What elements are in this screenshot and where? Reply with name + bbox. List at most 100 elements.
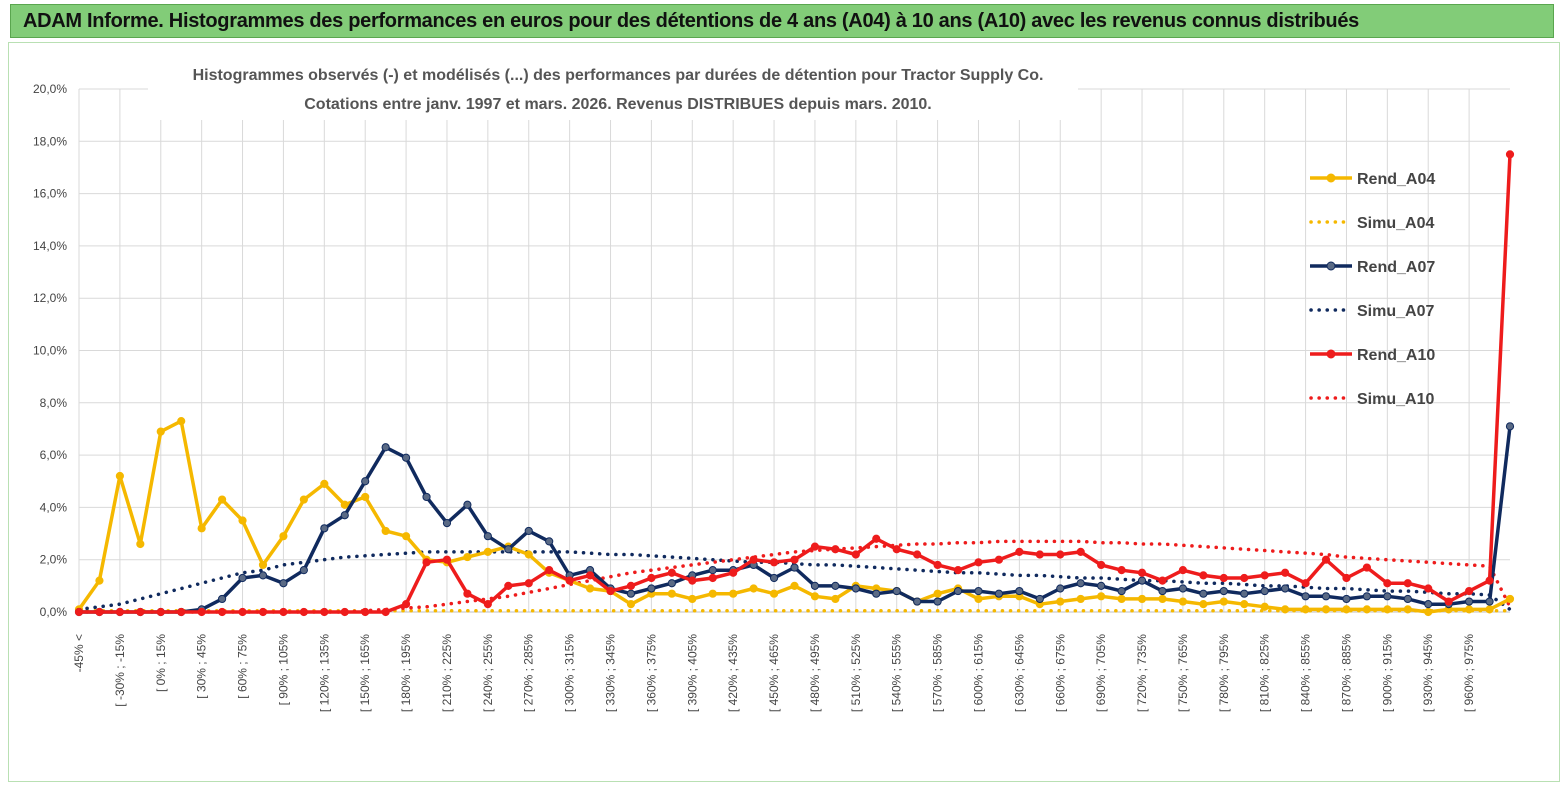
y-tick-label: 14,0% xyxy=(33,239,67,253)
data-point-rend_a04 xyxy=(238,516,247,525)
data-point-rend_a07 xyxy=(1485,597,1494,606)
data-point-rend_a10 xyxy=(197,607,206,617)
legend-marker xyxy=(1326,261,1336,271)
data-point-rend_a04 xyxy=(361,492,370,502)
data-point-rend_a04 xyxy=(1342,605,1351,614)
data-point-rend_a04 xyxy=(1301,605,1310,614)
x-tick-label: [ 840% ; 855% xyxy=(1299,634,1313,712)
legend-label: Simu_A04 xyxy=(1357,215,1434,232)
data-point-rend_a07 xyxy=(831,581,840,590)
y-tick-label: 12,0% xyxy=(33,291,67,305)
x-tick-label: [ 120% ; 135% xyxy=(317,634,331,712)
data-point-rend_a07 xyxy=(769,573,779,583)
data-point-rend_a10 xyxy=(320,607,329,617)
series-line-simu_a10 xyxy=(77,539,1512,614)
data-point-rend_a07 xyxy=(483,532,492,541)
data-point-rend_a04 xyxy=(197,524,206,533)
x-axis-ticks: -45% < [ -30% ; -15% [ 0% ; 15% [ 30% ; 45%… xyxy=(72,634,1476,712)
data-point-rend_a10 xyxy=(422,558,431,567)
data-point-rend_a07 xyxy=(218,594,227,604)
data-point-rend_a04 xyxy=(340,500,349,509)
data-point-rend_a10 xyxy=(279,607,288,617)
data-point-rend_a04 xyxy=(401,532,411,541)
data-point-rend_a07 xyxy=(320,524,329,533)
chart-title: Histogrammes observés (-) et modélisés (… xyxy=(193,67,1044,84)
x-tick-label: [ 390% ; 405% xyxy=(685,634,699,712)
data-point-rend_a10 xyxy=(442,555,452,564)
data-point-rend_a10 xyxy=(1097,560,1106,570)
data-point-rend_a04 xyxy=(831,594,840,604)
x-tick-label: [ 270% ; 285% xyxy=(522,634,536,712)
data-point-rend_a10 xyxy=(851,550,860,559)
y-tick-label: 20,0% xyxy=(33,82,67,96)
x-tick-label: [ 480% ; 495% xyxy=(808,634,822,712)
data-point-rend_a04 xyxy=(1260,602,1269,611)
data-point-rend_a10 xyxy=(647,573,656,583)
data-point-rend_a10 xyxy=(790,555,799,564)
x-tick-label: [ 510% ; 525% xyxy=(849,634,863,712)
data-point-rend_a10 xyxy=(1035,550,1044,559)
data-point-rend_a07 xyxy=(790,563,799,572)
y-tick-label: 16,0% xyxy=(33,187,67,201)
data-point-rend_a07 xyxy=(463,500,472,509)
data-point-rend_a04 xyxy=(1137,594,1147,604)
data-point-rend_a10 xyxy=(892,545,901,554)
data-point-rend_a04 xyxy=(177,417,186,426)
data-point-rend_a10 xyxy=(238,607,247,617)
data-point-rend_a07 xyxy=(1097,581,1106,590)
data-point-rend_a07 xyxy=(1178,584,1188,593)
data-point-rend_a04 xyxy=(1485,605,1494,614)
data-point-rend_a07 xyxy=(1056,584,1065,593)
data-point-rend_a10 xyxy=(1137,568,1147,577)
data-point-rend_a10 xyxy=(974,558,983,567)
data-point-rend_a10 xyxy=(1260,571,1269,580)
data-point-rend_a04 xyxy=(769,589,779,598)
data-point-rend_a04 xyxy=(156,427,165,436)
data-point-rend_a07 xyxy=(1465,597,1474,606)
data-point-rend_a10 xyxy=(1321,555,1331,564)
data-point-rend_a10 xyxy=(1424,584,1433,593)
x-tick-label: [ 810% ; 825% xyxy=(1258,634,1272,712)
legend-label: Rend_A10 xyxy=(1357,347,1435,364)
legend-label: Rend_A07 xyxy=(1357,259,1435,276)
data-point-rend_a10 xyxy=(504,581,513,590)
data-point-rend_a10 xyxy=(95,607,104,617)
data-point-rend_a04 xyxy=(136,539,145,549)
data-point-rend_a10 xyxy=(626,581,636,590)
data-point-rend_a10 xyxy=(177,607,186,617)
data-point-rend_a07 xyxy=(545,537,554,546)
data-point-rend_a10 xyxy=(1362,563,1372,572)
data-point-rend_a07 xyxy=(667,579,676,588)
data-point-rend_a10 xyxy=(524,579,533,588)
data-point-rend_a07 xyxy=(524,526,533,536)
report-banner: ADAM Informe. Histogrammes des performan… xyxy=(10,4,1554,38)
data-point-rend_a07 xyxy=(953,586,963,596)
data-point-rend_a07 xyxy=(1321,592,1331,601)
data-point-rend_a10 xyxy=(994,555,1004,564)
data-point-rend_a04 xyxy=(115,471,124,481)
data-point-rend_a07 xyxy=(401,453,411,462)
gridlines xyxy=(78,88,1510,613)
data-point-rend_a10 xyxy=(218,607,227,617)
data-point-rend_a04 xyxy=(463,552,472,562)
data-point-rend_a04 xyxy=(1199,600,1208,609)
data-point-rend_a07 xyxy=(1403,594,1412,604)
data-point-rend_a04 xyxy=(1158,594,1167,604)
x-tick-label: [ 600% ; 615% xyxy=(971,634,985,712)
data-point-rend_a04 xyxy=(381,526,390,536)
data-point-rend_a07 xyxy=(422,492,431,502)
data-point-rend_a04 xyxy=(1321,605,1331,614)
x-tick-label: [ 30% ; 45% xyxy=(195,634,209,699)
data-point-rend_a04 xyxy=(1465,605,1474,614)
data-point-rend_a10 xyxy=(1056,550,1065,559)
data-point-rend_a10 xyxy=(299,607,308,617)
data-point-rend_a10 xyxy=(463,589,472,598)
x-tick-label: [ 420% ; 435% xyxy=(726,634,740,712)
data-point-rend_a10 xyxy=(361,607,370,617)
data-point-rend_a04 xyxy=(688,594,697,604)
data-point-rend_a04 xyxy=(1383,605,1392,614)
data-point-rend_a04 xyxy=(933,589,942,598)
data-point-rend_a10 xyxy=(258,607,268,617)
data-point-rend_a04 xyxy=(749,584,758,593)
data-point-rend_a10 xyxy=(1281,568,1290,577)
